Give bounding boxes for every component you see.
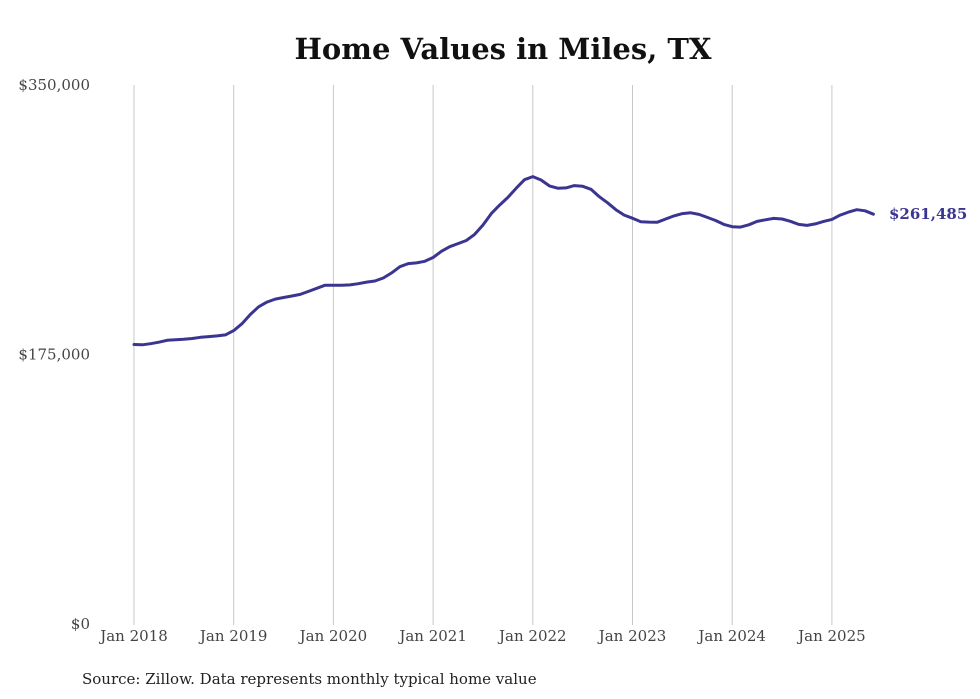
chart-title: Home Values in Miles, TX — [295, 32, 712, 66]
x-tick-label: Jan 2018 — [98, 627, 168, 645]
gridlines — [133, 85, 833, 625]
x-tick-label: Jan 2023 — [597, 627, 667, 645]
y-axis: $350,000 $175,000 $0 — [18, 76, 90, 633]
x-tick-label: Jan 2022 — [497, 627, 567, 645]
x-axis: Jan 2018 Jan 2019 Jan 2020 Jan 2021 Jan 2022… — [98, 627, 865, 645]
x-tick-label: Jan 2020 — [298, 627, 368, 645]
x-tick-label: Jan 2021 — [397, 627, 467, 645]
x-tick-label: Jan 2019 — [198, 627, 268, 645]
end-value-label: $261,485 — [889, 205, 967, 223]
x-tick-label: Jan 2025 — [796, 627, 866, 645]
source-note: Source: Zillow. Data represents monthly … — [82, 670, 537, 688]
x-tick-label: Jan 2024 — [696, 627, 766, 645]
y-tick-label: $175,000 — [18, 346, 90, 364]
y-tick-label: $350,000 — [18, 76, 90, 94]
y-tick-label: $0 — [71, 615, 90, 633]
series-line — [132, 175, 875, 347]
